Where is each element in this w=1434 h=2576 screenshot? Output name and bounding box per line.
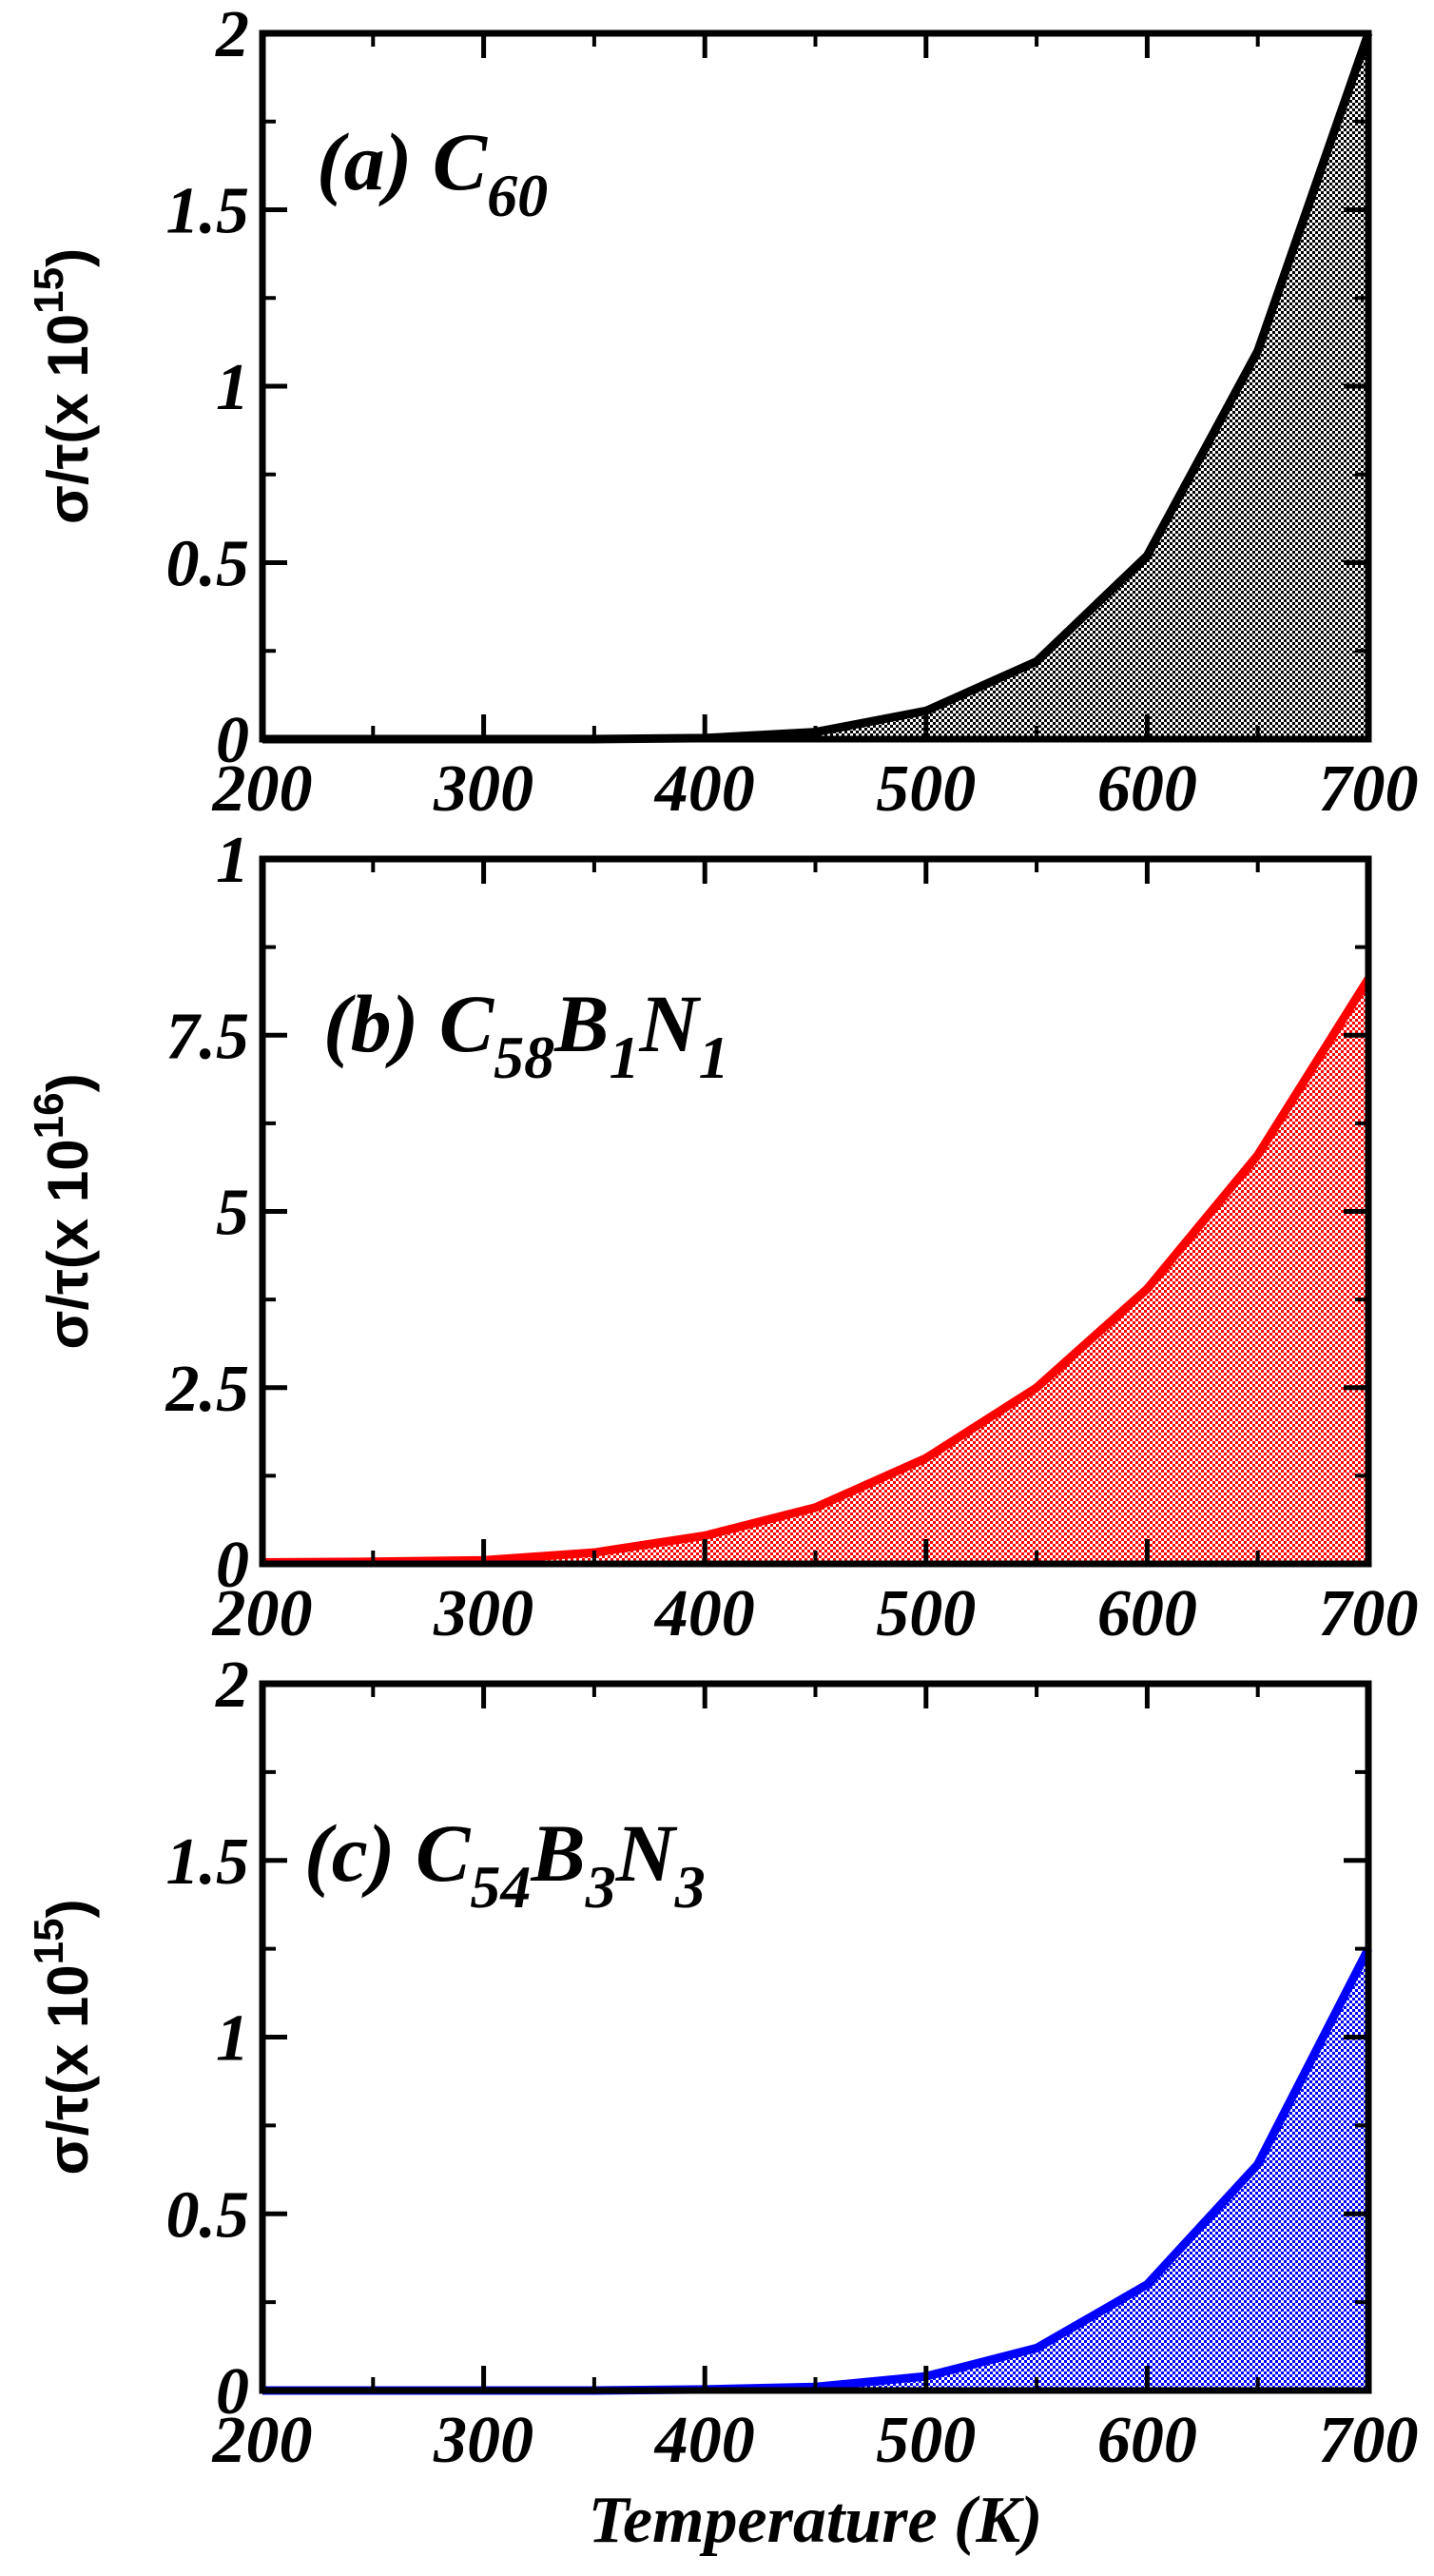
y-tick-label: 1.5 bbox=[166, 1825, 250, 1899]
y-tick-label: 0.5 bbox=[166, 2178, 250, 2252]
y-axis-label-part: σ/τ(x 10 bbox=[36, 1139, 100, 1349]
y-axis-label-part: ) bbox=[36, 248, 100, 267]
area-fill bbox=[262, 1948, 1368, 2391]
annotation-part: B bbox=[553, 978, 609, 1069]
x-tick-label: 400 bbox=[653, 752, 755, 826]
x-tick-label: 400 bbox=[653, 2404, 755, 2477]
annotation-part: B bbox=[530, 1807, 585, 1899]
annotation-part: 1 bbox=[699, 1024, 729, 1091]
x-axis-label: Temperature (K) bbox=[589, 2484, 1043, 2557]
x-tick-label: 200 bbox=[212, 1577, 313, 1650]
x-tick-label: 400 bbox=[653, 1577, 755, 1650]
y-axis-label-part: ) bbox=[36, 1899, 100, 1918]
y-tick-label: 2.5 bbox=[165, 1353, 250, 1426]
x-tick-label: 500 bbox=[876, 1577, 976, 1650]
annotation-part: (b) C bbox=[323, 978, 495, 1069]
y-axis-label-part: ) bbox=[36, 1073, 100, 1092]
y-tick-label: 2 bbox=[215, 0, 249, 71]
y-axis-label: σ/τ(x 1016) bbox=[26, 1073, 100, 1349]
y-axis-label: σ/τ(x 1015) bbox=[26, 1899, 100, 2175]
annotation-part: 3 bbox=[674, 1853, 706, 1921]
y-axis-label-part: σ/τ(x 10 bbox=[36, 314, 100, 524]
y-tick-label: 0 bbox=[216, 1529, 249, 1602]
annotation: (a) C60 bbox=[317, 116, 548, 229]
x-tick-label: 200 bbox=[212, 752, 313, 826]
annotation: (c) C54B3N3 bbox=[304, 1807, 706, 1921]
x-tick-label: 200 bbox=[212, 2404, 313, 2477]
area-fill bbox=[262, 33, 1368, 739]
y-tick-label: 1.5 bbox=[166, 175, 250, 248]
x-tick-label: 300 bbox=[433, 752, 533, 826]
y-axis-label-part: 16 bbox=[26, 1092, 72, 1139]
annotation-part: 60 bbox=[487, 162, 548, 229]
x-tick-label: 700 bbox=[1319, 752, 1419, 826]
annotation-part: (c) C bbox=[304, 1807, 472, 1899]
x-tick-label: 600 bbox=[1097, 752, 1197, 826]
annotation: (b) C58B1N1 bbox=[323, 978, 729, 1091]
annotation-part: 54 bbox=[470, 1853, 531, 1921]
y-tick-label: 0 bbox=[216, 704, 249, 777]
x-tick-label: 500 bbox=[876, 2404, 976, 2477]
y-tick-label: 1 bbox=[216, 2002, 249, 2076]
x-tick-label: 700 bbox=[1319, 1577, 1419, 1650]
annotation-part: 3 bbox=[585, 1853, 616, 1921]
y-tick-label: 0.5 bbox=[166, 528, 250, 601]
y-tick-label: 0 bbox=[216, 2355, 249, 2429]
y-tick-label: 1 bbox=[216, 824, 249, 897]
y-axis-label-part: σ/τ(x 10 bbox=[36, 1964, 100, 2175]
y-axis-label-part: 15 bbox=[26, 1918, 72, 1964]
y-axis-label-part: 15 bbox=[26, 267, 72, 314]
y-tick-label: 5 bbox=[216, 1177, 249, 1250]
x-tick-label: 300 bbox=[433, 1577, 533, 1650]
x-tick-label: 700 bbox=[1319, 2404, 1419, 2477]
x-tick-label: 600 bbox=[1097, 1577, 1197, 1650]
y-tick-label: 7.5 bbox=[166, 1000, 250, 1073]
annotation-part: 1 bbox=[610, 1024, 640, 1091]
x-tick-label: 600 bbox=[1097, 2404, 1197, 2477]
y-axis-label: σ/τ(x 1015) bbox=[26, 248, 100, 524]
x-tick-label: 500 bbox=[876, 752, 976, 826]
annotation-part: N bbox=[615, 1807, 678, 1899]
y-tick-label: 1 bbox=[216, 351, 249, 424]
annotation-part: (a) C bbox=[317, 116, 489, 207]
annotation-part: N bbox=[639, 978, 702, 1069]
annotation-part: 58 bbox=[494, 1024, 554, 1091]
y-tick-label: 2 bbox=[215, 1649, 249, 1722]
x-tick-label: 300 bbox=[433, 2404, 533, 2477]
area-fill bbox=[262, 978, 1368, 1564]
